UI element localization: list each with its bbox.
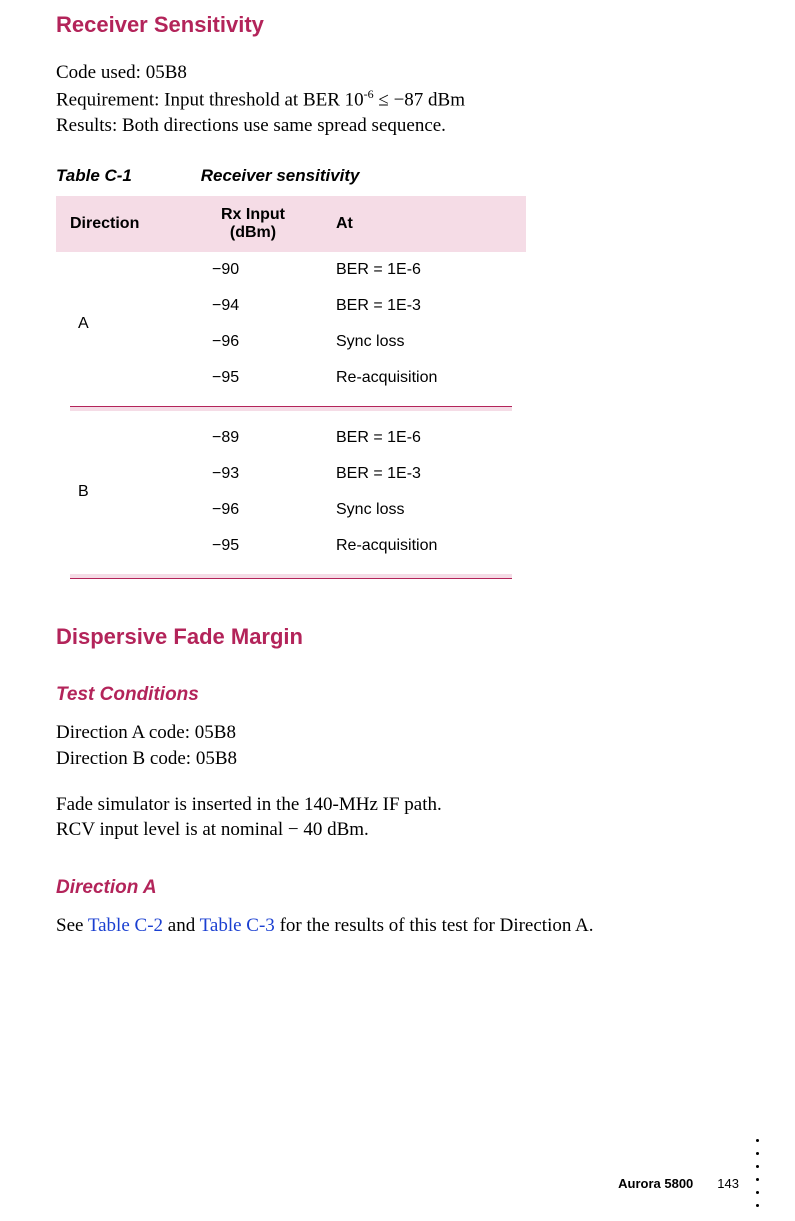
cell-at: BER = 1E-3 xyxy=(322,288,526,324)
table-row: A −90 BER = 1E-6 xyxy=(56,252,526,288)
text-direction-a-results: See Table C-2 and Table C-3 for the resu… xyxy=(56,913,739,939)
text-see-pre: See xyxy=(56,915,88,936)
footer-page-number: 143 xyxy=(717,1176,739,1191)
cell-rx: −94 xyxy=(184,288,322,324)
cell-at: Re-acquisition xyxy=(322,528,526,564)
table-header-rx-input-l1: Rx Input xyxy=(221,206,285,223)
cell-rx: −95 xyxy=(184,360,322,396)
footer-dots-icon xyxy=(756,1139,759,1207)
text-requirement-sup: -6 xyxy=(364,87,374,101)
table-header-rx-input-l2: (dBm) xyxy=(230,224,276,241)
cell-rx: −96 xyxy=(184,492,322,528)
cell-direction: A xyxy=(56,252,184,396)
table-group-separator xyxy=(56,396,526,420)
text-results: Results: Both directions use same spread… xyxy=(56,113,739,139)
cell-rx: −90 xyxy=(184,252,322,288)
table-header-rx-input: Rx Input (dBm) xyxy=(184,196,322,252)
cell-at: Re-acquisition xyxy=(322,360,526,396)
cell-at: Sync loss xyxy=(322,324,526,360)
cell-rx: −89 xyxy=(184,420,322,456)
link-table-c-3[interactable]: Table C-3 xyxy=(200,915,275,936)
table-header-direction: Direction xyxy=(56,196,184,252)
heading-dispersive-fade-margin: Dispersive Fade Margin xyxy=(56,624,739,650)
cell-rx: −95 xyxy=(184,528,322,564)
page-footer: Aurora 5800 143 xyxy=(618,1176,739,1191)
text-and: and xyxy=(163,915,200,936)
text-code-used: Code used: 05B8 xyxy=(56,60,739,86)
heading-receiver-sensitivity: Receiver Sensitivity xyxy=(56,12,739,38)
cell-rx: −96 xyxy=(184,324,322,360)
text-rcv-input: RCV input level is at nominal − 40 dBm. xyxy=(56,817,739,843)
cell-at: BER = 1E-6 xyxy=(322,252,526,288)
table-end-separator xyxy=(56,564,526,588)
text-requirement-post: ≤ −87 dBm xyxy=(374,89,465,110)
cell-at: BER = 1E-3 xyxy=(322,456,526,492)
table-caption-number: Table C-1 xyxy=(56,166,196,186)
table-header-at: At xyxy=(322,196,526,252)
cell-at: BER = 1E-6 xyxy=(322,420,526,456)
footer-product: Aurora 5800 xyxy=(618,1176,693,1191)
table-caption-title: Receiver sensitivity xyxy=(201,166,360,185)
text-fade-simulator: Fade simulator is inserted in the 140-MH… xyxy=(56,792,739,818)
text-requirement-pre: Requirement: Input threshold at BER 10 xyxy=(56,89,364,110)
table-row: B −89 BER = 1E-6 xyxy=(56,420,526,456)
cell-at: Sync loss xyxy=(322,492,526,528)
cell-rx: −93 xyxy=(184,456,322,492)
subheading-direction-a: Direction A xyxy=(56,877,739,899)
table-header-row: Direction Rx Input (dBm) At xyxy=(56,196,526,252)
text-requirement: Requirement: Input threshold at BER 10-6… xyxy=(56,86,739,113)
table-receiver-sensitivity: Direction Rx Input (dBm) At A −90 BER = … xyxy=(56,196,526,588)
text-direction-b-code: Direction B code: 05B8 xyxy=(56,746,739,772)
link-table-c-2[interactable]: Table C-2 xyxy=(88,915,163,936)
subheading-test-conditions: Test Conditions xyxy=(56,684,739,706)
text-see-post: for the results of this test for Directi… xyxy=(275,915,594,936)
text-direction-a-code: Direction A code: 05B8 xyxy=(56,720,739,746)
table-caption: Table C-1 Receiver sensitivity xyxy=(56,166,739,186)
cell-direction: B xyxy=(56,420,184,564)
